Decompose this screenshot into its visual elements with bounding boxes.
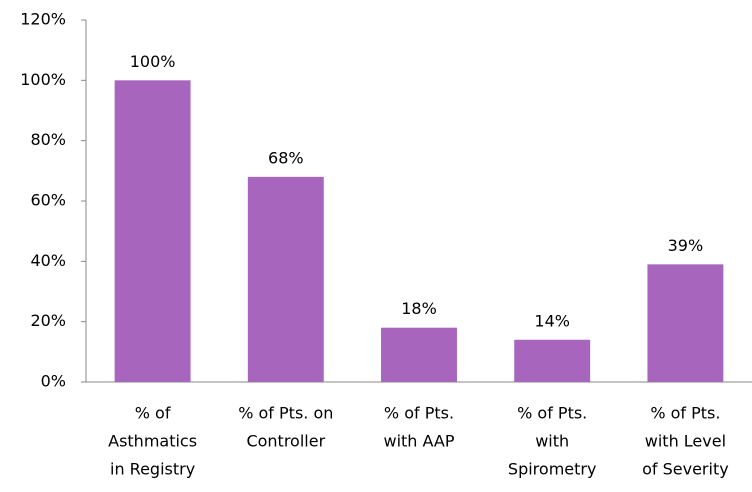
- y-tick-label: 120%: [20, 10, 66, 29]
- x-tick-label: % of Pts. on: [238, 404, 333, 423]
- x-tick-label: % of Pts.: [517, 404, 587, 423]
- bar: [114, 80, 191, 382]
- bar: [247, 176, 324, 382]
- data-label: 68%: [268, 148, 304, 167]
- data-label: 100%: [130, 52, 176, 71]
- data-label: 39%: [668, 236, 704, 255]
- x-tick-label: with AAP: [383, 432, 454, 451]
- y-tick-label: 100%: [20, 70, 66, 89]
- x-tick-label: Asthmatics: [108, 432, 197, 451]
- y-tick-label: 0%: [41, 372, 66, 391]
- x-tick-label: % of Pts.: [384, 404, 454, 423]
- data-label: 14%: [534, 311, 570, 330]
- x-tick-label: with: [535, 432, 569, 451]
- x-tick-label: Spirometry: [508, 460, 597, 479]
- bar: [381, 327, 457, 382]
- x-tick-label: in Registry: [110, 460, 195, 479]
- y-tick-label: 40%: [30, 251, 66, 270]
- bar: [647, 264, 724, 382]
- x-tick-label: % of Pts.: [650, 404, 720, 423]
- x-tick-label: of Severity: [642, 460, 729, 479]
- x-tick-label: Controller: [246, 432, 325, 451]
- y-tick-label: 80%: [30, 130, 66, 149]
- y-tick-label: 20%: [30, 311, 66, 330]
- bar: [514, 339, 591, 382]
- data-label: 18%: [401, 299, 437, 318]
- x-tick-label: % of: [135, 404, 171, 423]
- y-tick-label: 60%: [30, 191, 66, 210]
- x-tick-label: with Level: [645, 432, 726, 451]
